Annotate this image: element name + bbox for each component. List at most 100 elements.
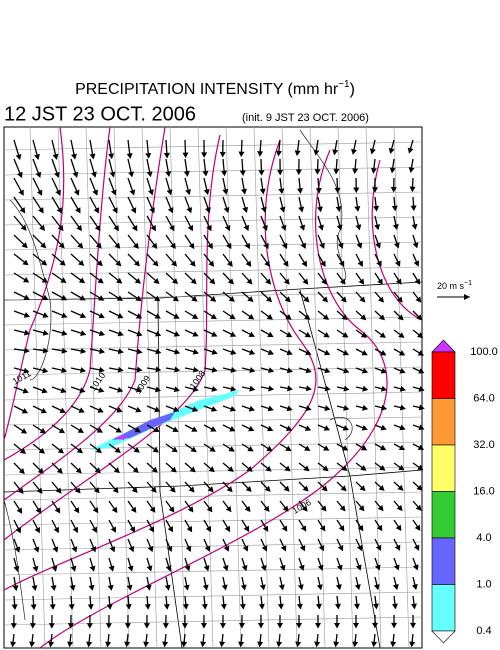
- wind-head: [77, 242, 84, 249]
- wind-head: [113, 467, 120, 474]
- wind-head: [239, 603, 246, 610]
- colorbar-segment: [431, 398, 456, 446]
- wind-head: [238, 623, 245, 629]
- wind-head: [56, 207, 63, 214]
- wind-head: [190, 278, 197, 285]
- wind-head: [20, 428, 28, 434]
- wind-head: [60, 387, 67, 394]
- wind-head: [191, 426, 198, 432]
- wind-head: [88, 584, 95, 591]
- wind-head: [112, 207, 118, 214]
- wind-head: [264, 485, 271, 492]
- wind-head: [352, 168, 359, 175]
- wind-head: [57, 224, 64, 232]
- wind-head: [117, 312, 124, 319]
- wind-head: [96, 260, 103, 267]
- wind-head: [282, 505, 289, 512]
- wind-head: [135, 313, 143, 319]
- wind-head: [373, 205, 380, 212]
- wind-head: [335, 206, 342, 213]
- wind-head: [181, 641, 188, 648]
- wind-head: [96, 427, 103, 433]
- colorbar: 100.0 64.0 32.0 16.0 4.0 1.0 0.4: [431, 339, 498, 644]
- grid-line: [3, 216, 423, 226]
- wind-head: [304, 445, 311, 451]
- wind-head: [297, 188, 304, 194]
- wind-head: [79, 367, 86, 373]
- wind-head: [379, 464, 386, 471]
- wind-head: [200, 623, 207, 629]
- wind-head: [302, 485, 309, 492]
- wind-head: [360, 465, 367, 471]
- wind-head: [394, 544, 401, 551]
- wind-head: [135, 295, 142, 302]
- wind-head: [187, 225, 194, 232]
- wind-head: [190, 446, 197, 453]
- wind-head: [48, 641, 55, 648]
- wind-head: [148, 189, 154, 196]
- wind-head: [358, 278, 365, 285]
- wind-head: [53, 526, 59, 534]
- wind-head: [395, 278, 402, 285]
- wind-head: [230, 366, 237, 373]
- wind-head: [86, 641, 93, 648]
- grid-line: [3, 566, 423, 576]
- wind-head: [398, 444, 406, 451]
- wind-head: [410, 603, 417, 610]
- wind-head: [334, 187, 341, 194]
- wind-head: [98, 387, 105, 393]
- wind-head: [52, 153, 59, 160]
- wind-head: [61, 312, 68, 319]
- wind-head: [116, 407, 123, 413]
- wind-head: [116, 295, 124, 301]
- grid-line: [3, 341, 423, 351]
- wind-head: [183, 584, 190, 591]
- wind-head: [52, 546, 59, 553]
- wind-head: [74, 487, 81, 494]
- wind-head: [263, 242, 269, 250]
- wind-head: [58, 427, 66, 434]
- wind-head: [124, 623, 131, 629]
- wind-head: [109, 546, 116, 553]
- wind-head: [248, 425, 255, 432]
- wind-head: [110, 189, 117, 196]
- wind-head: [299, 224, 306, 231]
- wind-head: [243, 224, 250, 232]
- wind-head: [210, 313, 217, 320]
- wind-head: [413, 260, 420, 267]
- wind-head: [30, 604, 37, 610]
- wind-head: [35, 507, 42, 514]
- wind-head: [390, 186, 397, 193]
- wind-head: [336, 564, 343, 571]
- wind-head: [22, 259, 29, 266]
- wind-head: [117, 366, 124, 373]
- wind-head: [68, 604, 75, 610]
- wind-head: [23, 294, 30, 300]
- wind-head: [362, 404, 369, 411]
- wind-head: [166, 545, 173, 553]
- wind-head: [174, 366, 181, 373]
- wind-head: [36, 487, 43, 494]
- grid-line: [3, 241, 423, 251]
- wind-head: [192, 386, 199, 393]
- wind-head: [54, 507, 61, 514]
- wind-head: [315, 603, 322, 610]
- wind-head: [316, 206, 323, 213]
- wind-head: [135, 406, 142, 413]
- wind-head: [192, 366, 199, 373]
- wind-head: [380, 424, 387, 431]
- wind-head: [115, 427, 122, 433]
- wind-head: [148, 526, 155, 533]
- wind-head: [374, 224, 381, 231]
- wind-head: [408, 167, 415, 174]
- wind-head: [201, 603, 208, 610]
- wind-head: [154, 386, 161, 393]
- wind-head: [414, 278, 421, 285]
- wind-head: [97, 407, 104, 413]
- wind-head: [67, 623, 74, 629]
- wind-head: [260, 206, 267, 213]
- wind-head: [418, 368, 425, 374]
- wind-head: [40, 259, 48, 266]
- wind-head: [280, 224, 287, 231]
- wind-head: [220, 603, 227, 610]
